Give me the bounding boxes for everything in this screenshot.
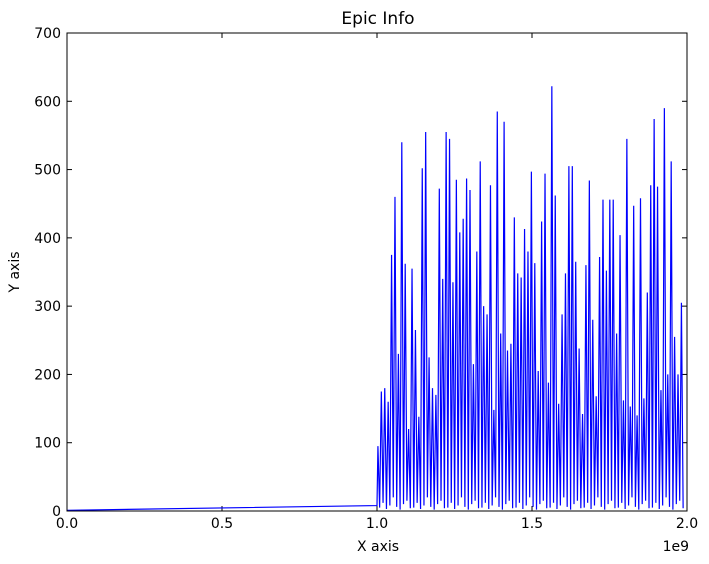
x-tick-label: 0.5 xyxy=(211,516,233,532)
y-tick-label: 100 xyxy=(34,436,61,452)
y-tick-label: 400 xyxy=(34,231,61,247)
y-tick-label: 0 xyxy=(52,504,61,520)
y-tick-label: 300 xyxy=(34,299,61,315)
y-tick-label: 500 xyxy=(34,163,61,179)
y-tick-label: 200 xyxy=(34,367,61,383)
y-tick-label: 700 xyxy=(34,26,61,42)
x-tick-label: 1.0 xyxy=(366,516,388,532)
x-tick-label: 0.0 xyxy=(56,516,78,532)
x-offset-label: 1e9 xyxy=(663,539,689,555)
data-line xyxy=(66,86,684,511)
x-tick-label: 2.0 xyxy=(676,516,698,532)
y-tick-label: 600 xyxy=(34,94,61,110)
y-axis-label: Y axis xyxy=(7,251,23,293)
x-axis-label: X axis xyxy=(357,539,399,555)
plot-frame xyxy=(66,32,688,512)
chart-title: Epic Info xyxy=(341,9,414,29)
x-tick-label: 1.5 xyxy=(521,516,543,532)
